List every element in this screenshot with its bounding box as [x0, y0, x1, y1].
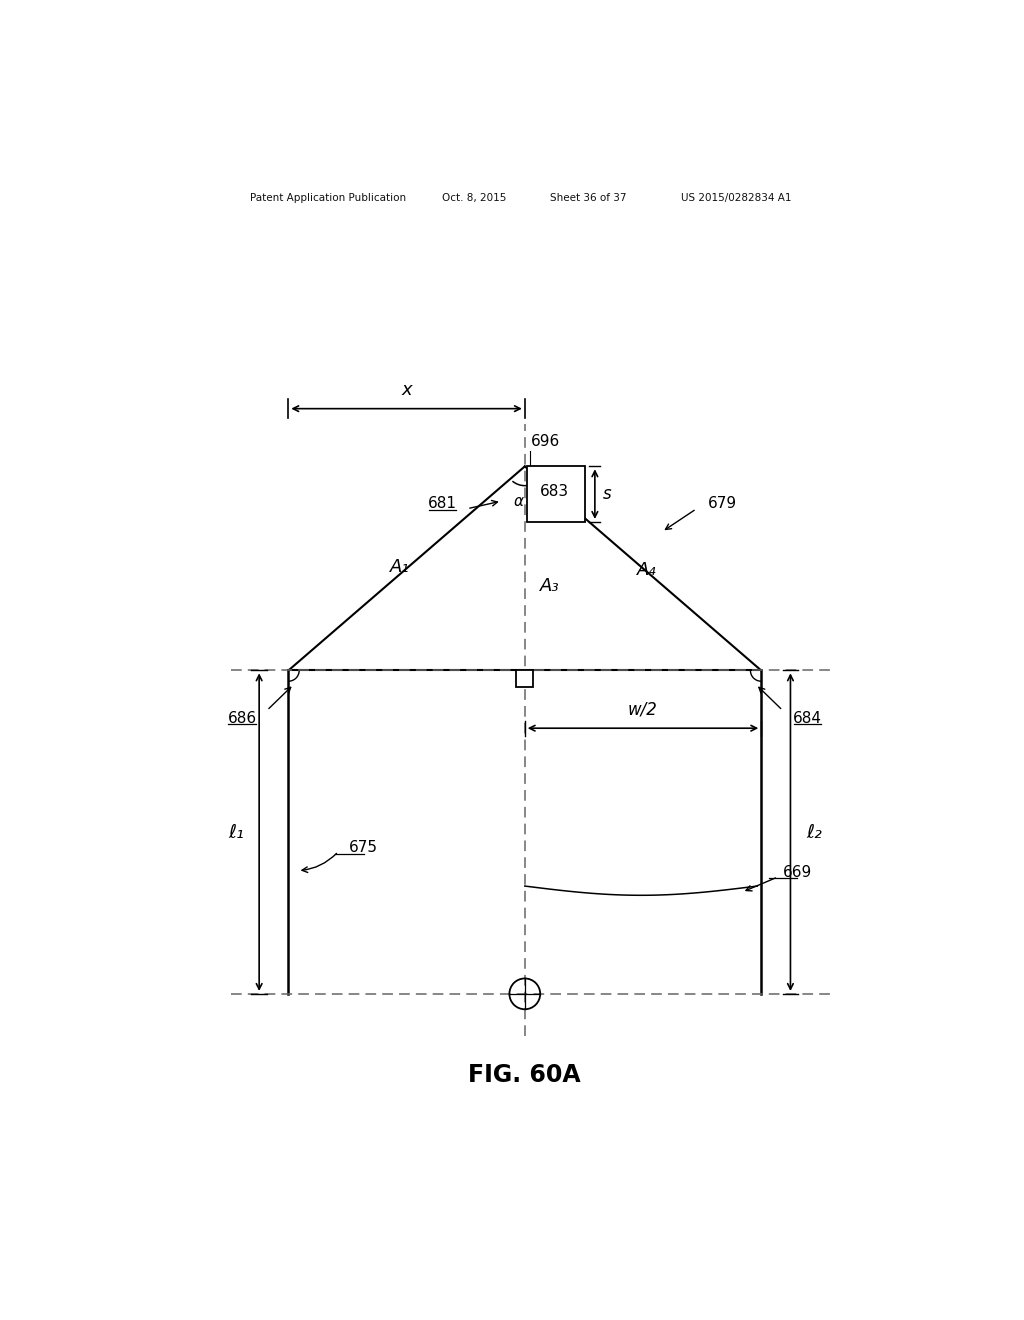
Text: 679: 679	[708, 496, 737, 511]
Text: 683: 683	[540, 483, 569, 499]
Text: 681: 681	[428, 496, 457, 511]
Bar	[516, 671, 534, 688]
Text: A₁: A₁	[390, 557, 410, 576]
Text: x: x	[401, 380, 412, 399]
Text: 669: 669	[782, 865, 812, 879]
Text: 696: 696	[531, 434, 560, 450]
Text: ℓ₁: ℓ₁	[228, 822, 244, 842]
Text: Sheet 36 of 37: Sheet 36 of 37	[550, 193, 627, 203]
Text: 675: 675	[348, 840, 378, 855]
Text: s: s	[602, 486, 611, 503]
Text: Patent Application Publication: Patent Application Publication	[250, 193, 407, 203]
Text: ℓ₂: ℓ₂	[806, 822, 821, 842]
Text: A₃: A₃	[541, 577, 560, 595]
Text: w/2: w/2	[628, 701, 658, 719]
Text: 686: 686	[227, 710, 257, 726]
Text: α: α	[514, 494, 523, 510]
Text: US 2015/0282834 A1: US 2015/0282834 A1	[681, 193, 792, 203]
Text: A₄: A₄	[637, 561, 656, 579]
Text: Oct. 8, 2015: Oct. 8, 2015	[442, 193, 507, 203]
Text: FIG. 60A: FIG. 60A	[469, 1063, 581, 1086]
Bar	[527, 466, 585, 521]
Text: 684: 684	[793, 710, 822, 726]
